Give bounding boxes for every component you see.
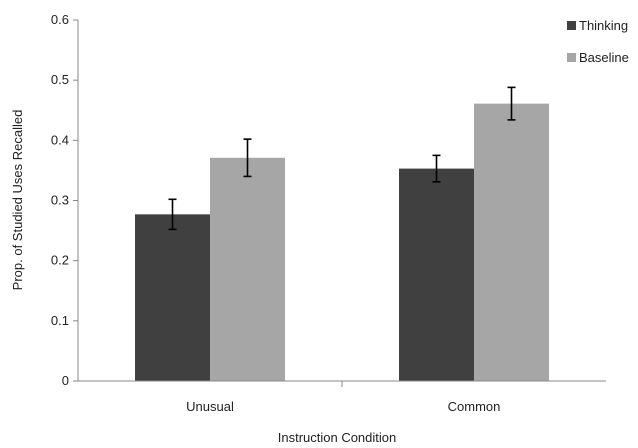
legend-swatch (567, 53, 576, 62)
x-axis-ticks: Unusual Common (186, 381, 500, 414)
legend-item-thinking: Thinking (567, 18, 628, 33)
legend: Thinking Baseline (567, 18, 629, 65)
y-tick-label: 0.6 (51, 12, 69, 27)
legend-label: Baseline (579, 50, 629, 65)
bars (135, 103, 549, 382)
y-tick-label: 0.1 (51, 313, 69, 328)
axes (77, 20, 606, 382)
x-axis-title: Instruction Condition (278, 430, 397, 445)
y-tick-label: 0.5 (51, 72, 69, 87)
legend-item-baseline: Baseline (567, 50, 629, 65)
x-tick-label: Common (448, 399, 501, 414)
error-bars (168, 86, 516, 231)
error-bar (168, 198, 177, 231)
y-tick-label: 0 (62, 373, 69, 388)
y-tick-label: 0.3 (51, 193, 69, 208)
error-bar (243, 138, 252, 178)
y-axis-title: Prop. of Studied Uses Recalled (10, 110, 25, 291)
y-tick-label: 0.2 (51, 253, 69, 268)
bar-thinking-unusual (135, 214, 210, 381)
error-bar (507, 86, 516, 121)
bar-baseline-common (474, 103, 549, 382)
x-tick-label: Unusual (186, 399, 234, 414)
y-axis-ticks: 0 0.1 0.2 0.3 0.4 0.5 0.6 (51, 12, 78, 388)
y-tick-label: 0.4 (51, 132, 69, 147)
error-bar (432, 154, 441, 183)
legend-swatch (567, 21, 576, 30)
legend-label: Thinking (579, 18, 628, 33)
bar-thinking-common (399, 168, 474, 381)
bar-baseline-unusual (210, 157, 285, 381)
